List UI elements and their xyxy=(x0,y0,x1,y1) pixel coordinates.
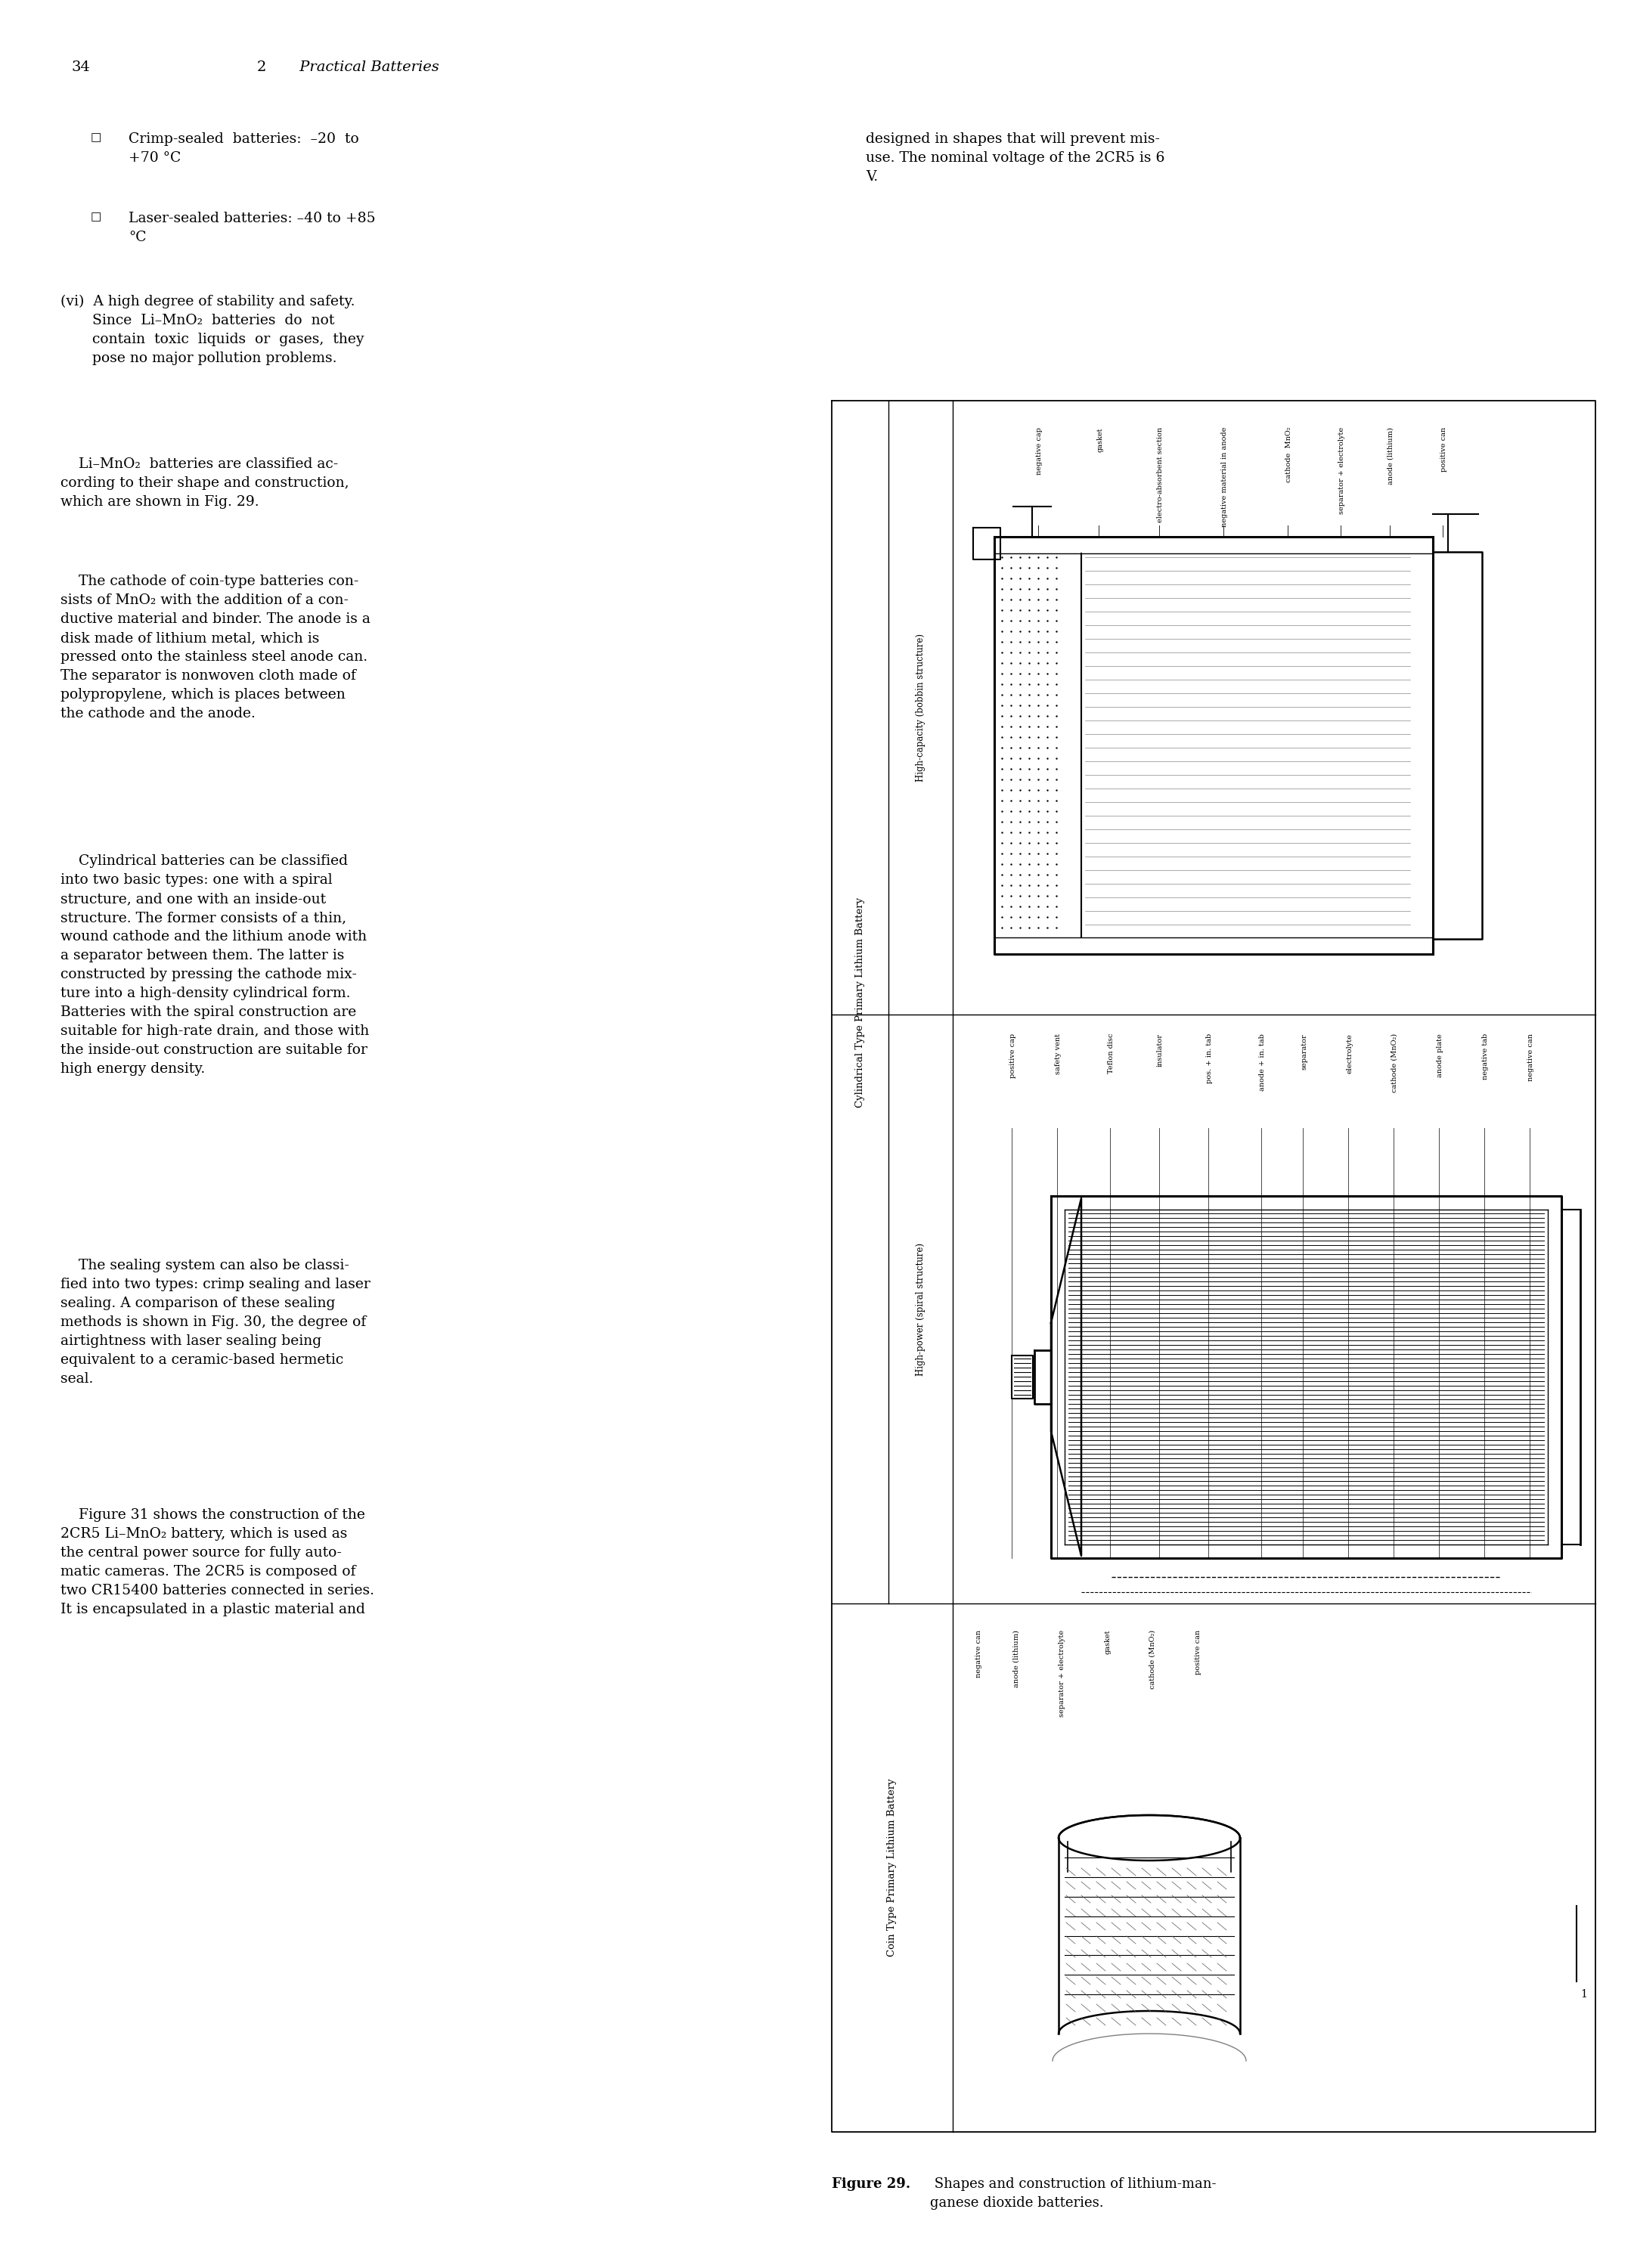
Text: Cylindrical batteries can be classified
into two basic types: one with a spiral
: Cylindrical batteries can be classified … xyxy=(60,855,369,1075)
Text: negative tab: negative tab xyxy=(1482,1034,1489,1080)
Text: anode + in. tab: anode + in. tab xyxy=(1258,1034,1266,1091)
Text: High-capacity (bobbin structure): High-capacity (bobbin structure) xyxy=(915,633,925,782)
Text: anode (lithium): anode (lithium) xyxy=(1387,426,1394,485)
Text: Crimp-sealed  batteries:  –20  to
+70 °C: Crimp-sealed batteries: –20 to +70 °C xyxy=(129,132,359,166)
Text: anode (lithium): anode (lithium) xyxy=(1013,1631,1020,1687)
Text: negative can: negative can xyxy=(1528,1034,1534,1082)
Text: separator: separator xyxy=(1301,1034,1307,1070)
Text: Laser-sealed batteries: –40 to +85
°C: Laser-sealed batteries: –40 to +85 °C xyxy=(129,211,376,245)
Text: designed in shapes that will prevent mis-
use. The nominal voltage of the 2CR5 i: designed in shapes that will prevent mis… xyxy=(866,132,1165,184)
Text: negative cap: negative cap xyxy=(1036,426,1042,474)
Text: Li–MnO₂  batteries are classified ac-
cording to their shape and construction,
w: Li–MnO₂ batteries are classified ac- cor… xyxy=(60,458,350,508)
Text: positive can: positive can xyxy=(1441,426,1448,472)
Text: electro-absorbent section: electro-absorbent section xyxy=(1157,426,1163,522)
Text: Shapes and construction of lithium-man-
ganese dioxide batteries.: Shapes and construction of lithium-man- … xyxy=(930,2177,1216,2209)
Text: separator + electrolyte: separator + electrolyte xyxy=(1059,1631,1065,1717)
Text: □: □ xyxy=(92,211,101,222)
Text: Practical Batteries: Practical Batteries xyxy=(294,61,440,75)
Text: gasket: gasket xyxy=(1096,426,1103,451)
Text: anode plate: anode plate xyxy=(1436,1034,1443,1077)
Text: cathode (MnO₂): cathode (MnO₂) xyxy=(1391,1034,1399,1093)
Text: 2: 2 xyxy=(257,61,266,75)
Text: 34: 34 xyxy=(72,61,90,75)
Text: gasket: gasket xyxy=(1105,1631,1111,1656)
Text: insulator: insulator xyxy=(1157,1034,1163,1066)
Text: Teflon disc: Teflon disc xyxy=(1108,1034,1114,1075)
Text: positive can: positive can xyxy=(1194,1631,1201,1674)
Text: Coin Type Primary Lithium Battery: Coin Type Primary Lithium Battery xyxy=(887,1778,897,1957)
Text: electrolyte: electrolyte xyxy=(1346,1034,1353,1073)
Text: 1: 1 xyxy=(1580,1989,1587,2000)
Text: (vi)  A high degree of stability and safety.
       Since  Li–MnO₂  batteries  d: (vi) A high degree of stability and safe… xyxy=(60,295,364,365)
Text: Figure 31 shows the construction of the
2CR5 Li–MnO₂ battery, which is used as
t: Figure 31 shows the construction of the … xyxy=(60,1508,374,1617)
Text: safety vent: safety vent xyxy=(1056,1034,1062,1075)
Text: The cathode of coin-type batteries con-
sists of MnO₂ with the addition of a con: The cathode of coin-type batteries con- … xyxy=(60,574,371,721)
Text: separator + electrolyte: separator + electrolyte xyxy=(1338,426,1345,515)
Text: The sealing system can also be classi-
fied into two types: crimp sealing and la: The sealing system can also be classi- f… xyxy=(60,1259,371,1386)
Text: Figure 29.: Figure 29. xyxy=(832,2177,910,2191)
Text: pos. + in. tab: pos. + in. tab xyxy=(1206,1034,1212,1084)
Text: negative can: negative can xyxy=(975,1631,982,1678)
Text: cathode (MnO₂): cathode (MnO₂) xyxy=(1149,1631,1157,1690)
Text: cathode  MnO₂: cathode MnO₂ xyxy=(1286,426,1292,483)
Text: Cylindrical Type Primary Lithium Battery: Cylindrical Type Primary Lithium Battery xyxy=(855,896,864,1107)
Text: □: □ xyxy=(92,132,101,143)
Text: positive cap: positive cap xyxy=(1010,1034,1016,1077)
Text: High-power (spiral structure): High-power (spiral structure) xyxy=(915,1243,925,1374)
Text: negative material in anode: negative material in anode xyxy=(1221,426,1229,526)
